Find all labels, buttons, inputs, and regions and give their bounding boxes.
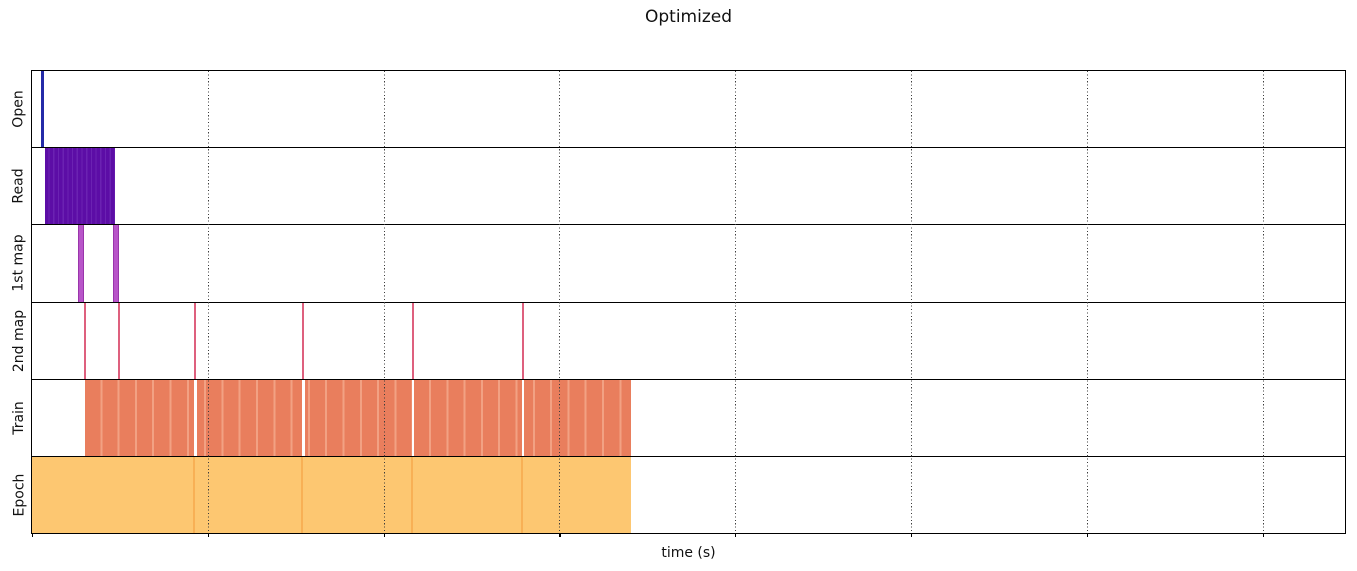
train-epoch-gap <box>521 379 524 456</box>
bar-2nd-map <box>83 302 86 379</box>
x-axis-tick <box>911 533 913 537</box>
epoch-divider <box>193 456 196 534</box>
bar-train <box>85 379 631 456</box>
y-axis-label-read: Read <box>6 148 32 224</box>
y-axis-label-text-read: Read <box>11 168 27 204</box>
y-axis-label-open: Open <box>6 71 32 147</box>
bar-2nd-map <box>411 302 414 379</box>
track-row-read: Read <box>11 148 1345 226</box>
bar-1st-map <box>112 225 119 302</box>
bar-2nd-map <box>521 302 524 379</box>
bar-2nd-map <box>117 302 120 379</box>
y-axis-label-1st-map: 1st map <box>6 225 32 301</box>
y-axis-label-text-1st-map: 1st map <box>11 234 27 293</box>
y-axis-label-text-train: Train <box>11 400 27 435</box>
track-row-train: Train <box>11 379 1345 457</box>
x-axis-tick <box>383 533 385 537</box>
bar-open <box>41 71 45 148</box>
bar-2nd-map <box>301 302 304 379</box>
y-axis-label-text-2nd-map: 2nd map <box>11 309 28 372</box>
track-row-epoch: Epoch <box>11 456 1345 534</box>
x-axis-tick <box>559 533 561 537</box>
y-axis-label-epoch: Epoch <box>6 457 32 533</box>
x-axis-label: time (s) <box>661 545 716 561</box>
bar-read <box>44 148 115 225</box>
train-epoch-gap <box>194 379 197 456</box>
train-epoch-gap <box>411 379 414 456</box>
x-axis-tick <box>207 533 210 537</box>
track-row-open: Open <box>11 71 1345 149</box>
epoch-divider <box>410 456 413 534</box>
track-rows: Open Read 1st map 2nd map Train Epoch <box>11 71 1345 534</box>
y-axis-label-2nd-map: 2nd map <box>6 303 32 379</box>
track-row-1st-map: 1st map <box>11 225 1345 303</box>
x-axis-tick <box>1262 533 1264 537</box>
x-axis-tick <box>32 533 34 537</box>
y-axis-label-train: Train <box>6 380 32 456</box>
bar-1st-map <box>78 225 84 302</box>
x-axis-tick <box>1086 533 1088 537</box>
track-row-2nd-map: 2nd map <box>11 302 1345 380</box>
x-axis-tick <box>735 533 737 537</box>
bar-2nd-map <box>193 302 196 379</box>
bar-epoch <box>32 456 631 534</box>
epoch-divider <box>301 456 304 534</box>
train-epoch-gap <box>302 379 305 456</box>
epoch-divider <box>520 456 523 534</box>
y-axis-label-text-open: Open <box>11 90 27 128</box>
chart-title: Optimized <box>644 7 733 27</box>
y-axis-label-text-epoch: Epoch <box>11 473 27 517</box>
plot-area: Open Read 1st map 2nd map Train Epoch <box>11 70 1346 537</box>
